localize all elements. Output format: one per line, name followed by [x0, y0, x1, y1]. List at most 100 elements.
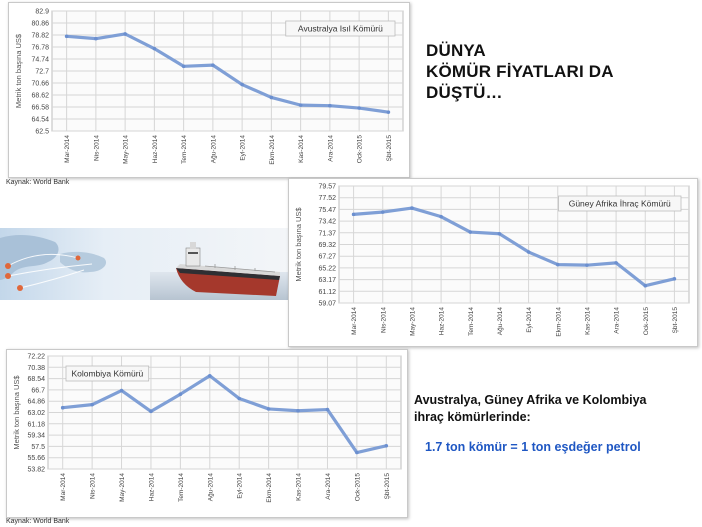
y-axis-label: Metrik ton başına US$ — [14, 33, 23, 108]
x-tick-label: Şbt-2015 — [672, 307, 679, 334]
x-tick-label: May-2014 — [119, 473, 126, 502]
y-tick-label: 79.57 — [318, 184, 336, 191]
x-tick-label: Kas-2014 — [298, 135, 305, 163]
x-tick-label: Tem-2014 — [178, 473, 185, 502]
x-tick-label: Ağu-2014 — [497, 307, 504, 336]
x-tick-label: Tem-2014 — [181, 135, 188, 164]
data-point — [94, 36, 98, 41]
y-tick-label: 69.32 — [318, 242, 336, 249]
data-point — [211, 63, 215, 67]
data-point — [355, 450, 359, 455]
x-tick-label: Haz-2014 — [152, 135, 159, 164]
data-point — [60, 405, 65, 410]
y-tick-label: 76.78 — [31, 45, 49, 52]
headline-line-2: KÖMÜR FİYATLARI DA — [426, 62, 614, 81]
x-tick-label: Ekm-2014 — [555, 307, 562, 337]
y-tick-label: 61.18 — [27, 421, 45, 428]
data-point — [410, 206, 414, 210]
x-tick-label: Tem-2014 — [468, 307, 475, 336]
x-tick-label: Şbt-2015 — [384, 473, 391, 500]
data-point — [497, 231, 502, 236]
data-point — [64, 34, 69, 39]
y-tick-label: 68.62 — [31, 93, 49, 100]
data-point — [351, 212, 356, 217]
y-tick-label: 70.38 — [27, 365, 45, 372]
data-point — [468, 230, 473, 234]
x-tick-label: Şbt-2015 — [386, 135, 393, 162]
y-tick-label: 64.54 — [31, 117, 49, 124]
x-tick-label: Ara-2014 — [327, 135, 334, 162]
y-tick-label: 73.42 — [318, 219, 336, 226]
y-tick-label: 71.37 — [318, 230, 336, 237]
chart-title: Güney Afrika İhraç Kömürü — [569, 199, 671, 209]
data-point — [240, 82, 244, 87]
data-point — [672, 277, 677, 281]
y-tick-label: 74.74 — [31, 57, 49, 64]
x-tick-label: May-2014 — [123, 135, 130, 164]
y-tick-label: 65.22 — [318, 265, 336, 272]
x-tick-label: Kas-2014 — [296, 473, 303, 501]
chart-title-box: Kolombiya Kömürü — [65, 365, 150, 382]
data-point — [119, 388, 124, 393]
x-tick-label: Nis-2014 — [380, 307, 387, 333]
data-point — [384, 443, 389, 448]
y-tick-label: 67.27 — [318, 254, 336, 261]
x-tick-label: Mar-2014 — [60, 473, 67, 501]
y-axis-label: Metrik ton başına US$ — [294, 207, 303, 282]
x-tick-label: Ara-2014 — [325, 473, 332, 500]
y-tick-label: 68.54 — [27, 376, 45, 383]
data-point — [123, 32, 127, 36]
coal-export-note: Avustralya, Güney Afrika ve Kolombiya ih… — [414, 392, 647, 426]
y-tick-label: 70.66 — [31, 81, 49, 88]
x-tick-label: Ock-2015 — [357, 135, 364, 164]
x-tick-label: Haz-2014 — [439, 307, 446, 336]
data-point — [643, 283, 648, 288]
chart-source-colombia: Kaynak: World Bank — [6, 518, 70, 525]
headline: DÜNYA KÖMÜR FİYATLARI DA DÜŞTÜ… — [426, 40, 614, 103]
y-tick-label: 82.9 — [35, 9, 49, 16]
y-tick-label: 72.22 — [27, 354, 45, 361]
y-tick-label: 55.66 — [27, 455, 45, 462]
chart-australia: 82.9 80.86 78.82 76.78 74.74 72.7 70.66 68.62 66… — [14, 9, 404, 165]
y-tick-label: 66.7 — [31, 387, 45, 394]
data-point — [269, 95, 274, 100]
data-point — [181, 64, 186, 69]
y-tick-label: 72.7 — [35, 69, 49, 76]
y-tick-label: 61.12 — [318, 289, 336, 296]
series-line-south-africa — [351, 206, 677, 288]
chart-colombia: 72.22 70.38 68.54 66.7 64.86 63.02 61.18 59.34 5… — [12, 354, 402, 503]
y-tick-label: 59.07 — [318, 301, 336, 308]
x-tick-label: Ock-2015 — [643, 307, 650, 336]
chart-source-australia: Kaynak: World Bank — [6, 179, 70, 186]
y-tick-label: 63.02 — [27, 410, 45, 417]
chart-title-box: Avustralya Isıl Kömürü — [285, 20, 396, 37]
y-tick-label: 64.86 — [27, 399, 45, 406]
x-tick-label: Haz-2014 — [148, 473, 155, 502]
data-point — [266, 407, 271, 411]
x-tick-label: Nis-2014 — [93, 135, 100, 161]
x-tick-label: Mar-2014 — [64, 135, 71, 163]
data-point — [149, 409, 153, 414]
data-point — [296, 408, 300, 413]
series-line-australia — [65, 32, 390, 114]
x-tick-label: Nis-2014 — [90, 473, 97, 499]
data-point — [325, 407, 330, 412]
data-point — [386, 110, 391, 114]
chart-title: Avustralya Isıl Kömürü — [298, 24, 383, 34]
chart-south-africa: 79.57 77.52 75.47 73.42 71.37 69.32 67.27 65.22… — [294, 184, 690, 337]
y-axis-label: Metrik ton başına US$ — [12, 375, 21, 450]
data-point — [380, 210, 385, 214]
x-tick-label: Eyl-2014 — [237, 473, 244, 499]
series-line-colombia — [61, 374, 388, 455]
data-point — [207, 373, 212, 378]
chart-panel-colombia: 72.22 70.38 68.54 66.7 64.86 63.02 61.18 59.34 5… — [6, 349, 408, 518]
y-tick-label: 80.86 — [31, 21, 49, 28]
chart-title-box: Güney Afrika İhraç Kömürü — [558, 195, 682, 212]
y-tick-label: 59.34 — [27, 433, 45, 440]
note-line-1: Avustralya, Güney Afrika ve Kolombiya — [414, 393, 647, 407]
chart-title: Kolombiya Kömürü — [71, 369, 143, 379]
x-tick-label: Eyl-2014 — [526, 307, 533, 333]
x-tick-label: Ağu-2014 — [207, 473, 214, 502]
tanker-ship-image — [0, 228, 300, 300]
data-point — [298, 103, 303, 107]
